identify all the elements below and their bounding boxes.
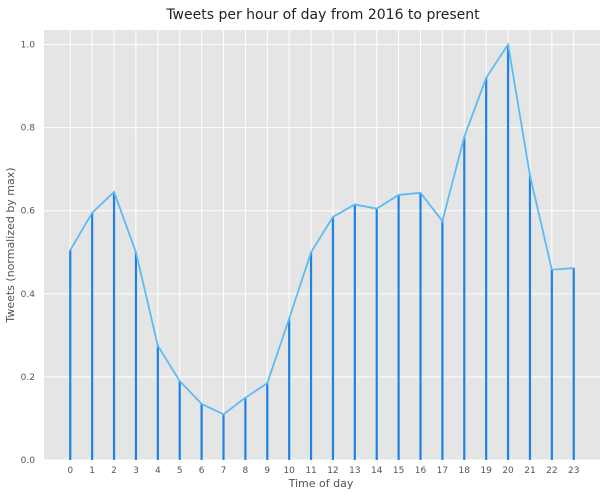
y-tick-label: 0.6 (21, 207, 36, 217)
y-tick-label: 0.4 (21, 290, 36, 300)
x-tick-label: 19 (480, 466, 492, 476)
x-tick-label: 0 (67, 466, 73, 476)
x-tick-label: 13 (349, 466, 360, 476)
hour-bars (69, 44, 575, 460)
x-tick-label: 1 (89, 466, 95, 476)
chart-title: Tweets per hour of day from 2016 to pres… (165, 7, 480, 23)
x-tick-label: 3 (133, 466, 139, 476)
x-tick-label: 10 (283, 466, 295, 476)
x-tick-label: 5 (177, 466, 183, 476)
x-tick-labels: 0 1 2 3 4 5 6 7 8 9 10 11 12 13 14 15 16 17 18 19 20 21 22 23 (67, 466, 579, 476)
y-axis-label: Tweets (normalized by max) (4, 167, 17, 323)
y-tick-label: 0.2 (21, 373, 35, 383)
x-tick-label: 21 (524, 466, 535, 476)
series-line (69, 42, 574, 416)
x-tick-label: 14 (371, 466, 383, 476)
y-tick-label: 0.0 (21, 456, 36, 466)
x-tick-label: 4 (155, 466, 161, 476)
y-tick-labels: 0.0 0.2 0.4 0.6 0.8 1.0 (21, 41, 36, 466)
x-tick-label: 12 (327, 466, 338, 476)
x-tick-label: 2 (111, 466, 117, 476)
x-tick-label: 6 (199, 466, 205, 476)
y-tick-label: 1.0 (21, 41, 36, 51)
x-tick-label: 22 (546, 466, 557, 476)
x-tick-label: 17 (437, 466, 448, 476)
x-tick-label: 20 (502, 466, 514, 476)
x-tick-label: 8 (243, 466, 249, 476)
x-tick-label: 9 (264, 466, 270, 476)
x-tick-label: 23 (568, 466, 579, 476)
x-tick-label: 18 (459, 466, 471, 476)
x-axis-label: Time of day (288, 477, 354, 490)
x-tick-label: 16 (415, 466, 427, 476)
x-tick-label: 15 (393, 466, 404, 476)
x-tick-label: 7 (221, 466, 227, 476)
y-tick-label: 0.8 (21, 124, 36, 134)
x-tick-label: 11 (305, 466, 316, 476)
